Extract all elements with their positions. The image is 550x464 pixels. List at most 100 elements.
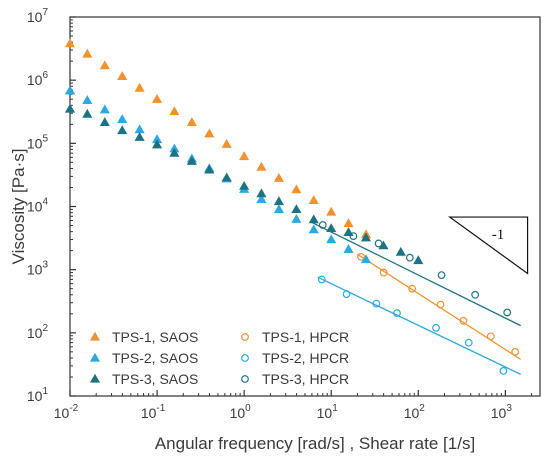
data-point (471, 290, 480, 299)
legend-item-5: TPS-2, HPCR (241, 350, 349, 366)
legend-item-6: TPS-3, HPCR (241, 371, 349, 387)
data-point (343, 244, 354, 253)
series-4-points (357, 252, 520, 356)
x-tick-label: 101 (317, 403, 339, 421)
y-tick-exponent: 2 (42, 323, 48, 334)
data-point (374, 239, 383, 248)
data-point (221, 172, 232, 182)
data-point (342, 290, 351, 299)
data-point (308, 214, 319, 224)
data-point (64, 103, 76, 113)
data-point (326, 234, 337, 244)
y-tick-base: 10 (27, 325, 43, 341)
x-tick-exponent: 1 (332, 403, 338, 414)
y-tick-base: 10 (27, 388, 43, 404)
data-point (395, 246, 406, 256)
data-point (318, 221, 327, 229)
legend-marker (89, 331, 101, 341)
legend-label: TPS-1, SAOS (112, 329, 198, 345)
x-tick-label: 100 (230, 403, 252, 421)
legend-label: TPS-2, SAOS (112, 350, 198, 366)
x-tick-exponent: 0 (245, 403, 251, 414)
y-tick-label: 101 (27, 386, 49, 404)
data-point (349, 232, 358, 240)
data-point (134, 132, 145, 141)
y-tick-label: 102 (27, 323, 49, 341)
data-point (134, 124, 145, 134)
data-point (204, 128, 215, 138)
y-tick-exponent: 7 (42, 7, 48, 18)
y-tick-base: 10 (27, 135, 43, 151)
legend-label: TPS-1, HPCR (262, 329, 349, 345)
data-point (291, 213, 302, 223)
data-point (273, 204, 285, 214)
x-tick-exponent: 3 (506, 403, 512, 414)
x-tick-exponent: -2 (69, 403, 78, 414)
data-point (343, 218, 354, 228)
data-point (408, 284, 417, 293)
data-point (436, 300, 445, 309)
x-tick-base: 10 (54, 405, 70, 421)
y-tick-label: 104 (27, 197, 49, 215)
axis-ticks (69, 16, 533, 397)
data-point (82, 108, 93, 118)
data-point (152, 93, 163, 103)
data-point (379, 268, 388, 277)
legend-label: TPS-3, SAOS (112, 371, 198, 387)
y-tick-label: 106 (27, 70, 49, 88)
y-tick-label: 103 (27, 260, 49, 278)
data-point (239, 180, 250, 190)
data-point (326, 223, 337, 233)
legend-label: TPS-2, HPCR (262, 350, 349, 366)
legend-marker (89, 352, 101, 362)
data-point (169, 106, 180, 116)
series-6-points (318, 221, 512, 317)
data-point (393, 309, 401, 318)
data-point (117, 114, 128, 123)
data-point (152, 139, 163, 149)
data-point (499, 366, 508, 375)
y-axis-label: Viscosity [Pa·s] (9, 149, 28, 265)
legend: TPS-1, SAOS TPS-2, SAOS TPS-3, SAOS TPS-1, … (89, 329, 349, 387)
data-point (204, 164, 215, 174)
fit-line-series-5 (317, 276, 521, 375)
data-point (486, 332, 495, 341)
legend-marker (89, 373, 101, 383)
data-point (117, 125, 128, 135)
fit-lines (311, 221, 522, 375)
data-point (317, 275, 326, 284)
y-tick-base: 10 (27, 72, 43, 88)
legend-item-4: TPS-1, HPCR (241, 329, 349, 345)
tick-labels: 10-2 10-1 100 101 102 10310110210310410510610… (27, 7, 512, 421)
series-3-points (64, 103, 424, 265)
data-point (273, 196, 285, 206)
y-tick-base: 10 (27, 199, 43, 215)
legend-marker (241, 375, 249, 383)
x-tick-label: 103 (491, 403, 513, 421)
data-point (326, 206, 337, 216)
data-point (221, 138, 232, 148)
legend-label: TPS-3, HPCR (262, 371, 349, 387)
y-tick-base: 10 (27, 9, 43, 25)
data-point (273, 173, 285, 182)
x-tick-exponent: 2 (419, 403, 425, 414)
x-tick-label: 102 (404, 403, 426, 421)
data-point (291, 184, 302, 194)
data-point (99, 104, 110, 114)
data-point (464, 338, 473, 347)
y-tick-base: 10 (27, 262, 43, 278)
data-point (432, 323, 440, 332)
data-point (372, 299, 381, 308)
data-point (64, 38, 76, 48)
data-point (459, 316, 468, 325)
slope-label: -1 (492, 227, 505, 243)
legend-item-2: TPS-2, SAOS (89, 350, 198, 366)
data-point (169, 147, 180, 157)
slope-triangle: -1 (447, 216, 529, 275)
legend-item-3: TPS-3, SAOS (89, 371, 198, 387)
fit-line-series-4 (357, 253, 522, 360)
data-point (256, 188, 267, 198)
data-point (186, 117, 197, 126)
data-point (99, 117, 110, 126)
legend-marker (241, 354, 249, 362)
